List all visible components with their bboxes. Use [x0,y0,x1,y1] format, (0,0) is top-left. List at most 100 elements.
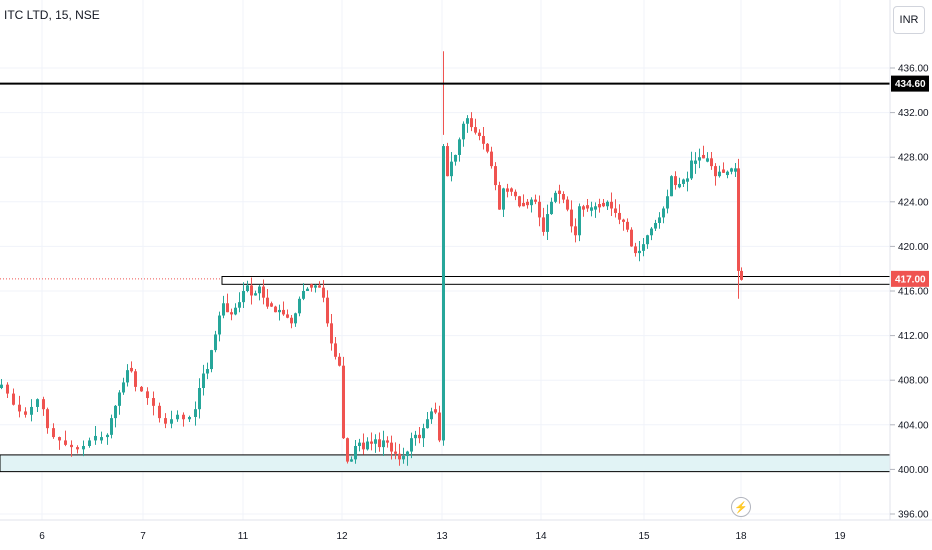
candle-body [250,285,253,296]
candle-body [350,459,353,462]
candle-body [622,219,625,222]
candle-body [70,444,73,448]
x-tick-label: 15 [638,531,650,542]
candle-body [346,438,349,462]
candle-body [646,235,649,245]
candle-body [570,209,573,227]
candle-body [140,386,143,392]
candle-body [194,409,197,417]
candle-body [110,418,113,435]
candle-body [714,166,717,177]
candle-body [474,127,477,133]
candle-body [598,204,601,208]
candle-body [318,285,321,288]
lightning-bolt-icon[interactable]: ⚡ [731,497,751,517]
price-badge-label: 434.60 [895,79,926,90]
candle-body [686,178,689,182]
x-tick-label: 13 [436,531,448,542]
candle-body [702,154,705,159]
candle-body [578,206,581,236]
zone-box [0,454,891,473]
candle-body [737,168,740,271]
candle-body [366,441,369,450]
candle-body [382,440,385,448]
candle-body [410,438,413,452]
candle-body [542,217,545,232]
candle-body [418,434,421,439]
candle-body [36,399,39,407]
candle-body [546,214,549,232]
price-axis: 436.00 432.00 428.00 424.00 420.00 416.00 412.… [890,64,929,521]
candle-body [662,208,665,218]
candle-body [550,201,553,215]
candle-body [558,190,561,194]
candle-body [314,285,317,288]
candle-body [618,212,621,220]
candle-body [266,297,269,307]
candle-body [710,158,713,167]
candle-body [152,398,155,406]
candle-body [498,185,501,210]
candle-body [330,323,333,344]
candle-body [262,286,265,298]
y-tick-label: 408.00 [898,376,929,387]
candle-body [666,196,669,209]
candle-body [522,202,525,207]
candle-body [126,370,129,383]
y-tick-label: 412.00 [898,331,929,342]
candle-body [130,367,133,372]
candle-body [740,270,743,280]
y-tick-label: 404.00 [898,420,929,431]
candle-body [466,118,469,124]
candle-body [222,303,225,316]
candle-body [182,414,185,420]
candle-body [0,384,3,389]
candle-body [534,199,537,202]
candle-body [654,222,657,229]
candle-body [694,160,697,164]
candle-body [506,188,509,192]
candle-body [358,442,361,446]
candle-body [530,199,533,206]
candle-body [518,196,521,207]
candle-body [678,183,681,188]
candle-body [100,437,103,441]
candle-body [514,191,517,197]
candle-body [214,334,217,351]
candle-body [582,206,585,210]
candle-body [362,442,365,450]
candle-body [170,419,173,424]
candle-body [270,303,273,307]
candle-body [210,350,213,370]
candle-body [310,284,313,288]
currency-button[interactable]: INR [893,6,925,34]
x-tick-label: 12 [336,531,348,542]
y-tick-label: 432.00 [898,108,929,119]
candle-body [282,309,285,315]
candle-body [290,317,293,324]
candle-body [434,409,437,413]
candle-body [626,221,629,230]
candle-body [502,188,505,210]
candle-body [322,287,325,298]
candle-body [446,146,449,177]
candle-body [642,244,645,251]
y-tick-label: 420.00 [898,242,929,253]
candle-body [538,201,541,218]
candle-body [52,428,55,438]
zone-box [221,276,891,285]
candle-body [342,365,345,439]
candle-body [650,228,653,236]
price-badge [891,75,929,92]
candle-body [30,406,33,415]
candle-body [164,418,167,424]
candle-body [390,442,393,452]
candle-body [510,188,513,192]
candle-body [454,154,457,162]
candle-body [718,171,721,177]
candle-body [12,393,15,405]
candle-body [46,409,49,429]
candle-body [24,411,27,415]
candle-body [426,419,429,429]
